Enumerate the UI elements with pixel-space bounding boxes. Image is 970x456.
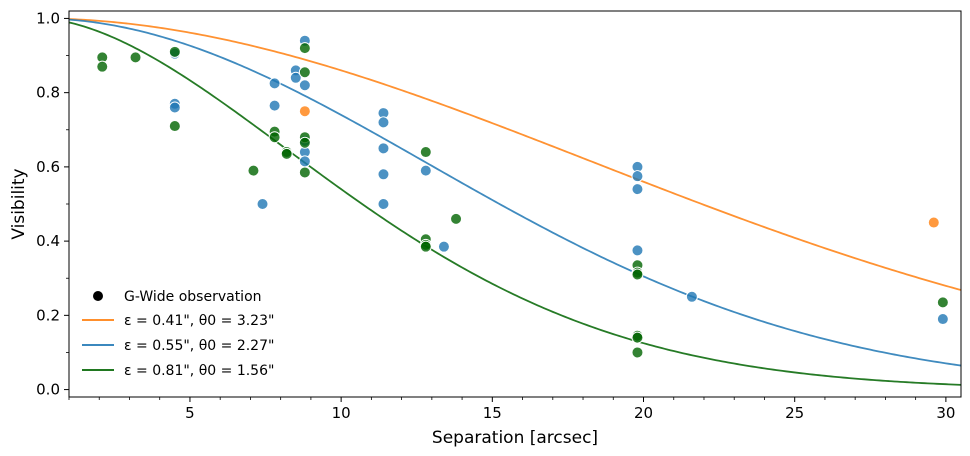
observation-point-green [450, 212, 463, 225]
observation-point-blue [256, 198, 269, 210]
y-tick-label: 0.2 [36, 306, 60, 324]
x-tick-label: 20 [634, 404, 653, 422]
observation-point-blue [168, 101, 181, 114]
model-curve-orange [69, 18, 961, 291]
y-tick-label: 0.6 [36, 158, 60, 176]
observation-point-green [298, 136, 311, 149]
observation-point-green [936, 296, 949, 309]
observation-point-green [129, 51, 142, 64]
observation-point-green [419, 240, 432, 253]
observation-point-blue [377, 198, 390, 210]
x-tick-label: 30 [936, 404, 955, 422]
observation-point-green [96, 60, 109, 73]
y-tick-label: 0.0 [36, 381, 60, 399]
observation-point-blue [377, 142, 390, 155]
x-tick-label: 10 [332, 404, 351, 422]
observation-point-green [298, 166, 311, 179]
observation-point-green [247, 164, 260, 177]
observation-point-green [631, 331, 644, 344]
observation-point-green [280, 147, 293, 160]
observation-point-orange [298, 105, 311, 118]
observation-point-blue [419, 164, 432, 177]
x-tick-label: 15 [483, 404, 502, 422]
y-axis: 0.0 0.2 0.4 0.6 0.8 1.0 [36, 9, 69, 399]
observation-point-blue [631, 183, 644, 196]
model-curve-blue [69, 18, 961, 367]
legend-label-orange: ε = 0.41", θ0 = 3.23" [124, 313, 274, 329]
observation-point-blue [298, 79, 311, 92]
model-curve-green [69, 21, 961, 386]
legend-label-green: ε = 0.81", θ0 = 1.56" [124, 363, 274, 379]
legend-label-blue: ε = 0.55", θ0 = 2.27" [124, 338, 274, 354]
observation-point-blue [936, 313, 949, 326]
x-axis: 5 10 15 20 25 30 [68, 397, 955, 422]
observation-point-green [168, 45, 181, 58]
legend-observation-marker [93, 291, 103, 301]
observation-point-green [298, 66, 311, 79]
legend-observation-label: G-Wide observation [124, 289, 262, 305]
legend: G-Wide observation ε = 0.41", θ0 = 3.23"… [82, 289, 274, 379]
observation-point-green [168, 120, 181, 133]
observation-point-green [419, 146, 432, 159]
y-tick-label: 1.0 [36, 9, 60, 27]
observation-point-green [268, 131, 281, 144]
observation-point-green [631, 346, 644, 359]
y-tick-label: 0.8 [36, 84, 60, 102]
observation-point-blue [631, 244, 644, 257]
observation-point-blue [268, 77, 281, 90]
observation-point-blue [289, 71, 302, 84]
observation-point-blue [631, 170, 644, 183]
observation-point-blue [268, 99, 281, 112]
observation-point-blue [685, 290, 698, 303]
x-axis-label: Separation [arcsec] [432, 428, 598, 448]
x-tick-label: 5 [185, 404, 195, 422]
observation-point-green [631, 268, 644, 281]
observation-point-orange [927, 216, 940, 229]
observation-point-blue [377, 168, 390, 181]
observation-point-blue [437, 240, 450, 253]
observation-point-green [298, 42, 311, 55]
observation-point-blue [298, 155, 311, 168]
y-tick-label: 0.4 [36, 232, 60, 250]
model-curves [69, 18, 961, 386]
x-tick-label: 25 [785, 404, 804, 422]
observation-points [96, 34, 949, 359]
y-axis-label: Visibility [9, 168, 29, 239]
observation-point-blue [377, 116, 390, 129]
